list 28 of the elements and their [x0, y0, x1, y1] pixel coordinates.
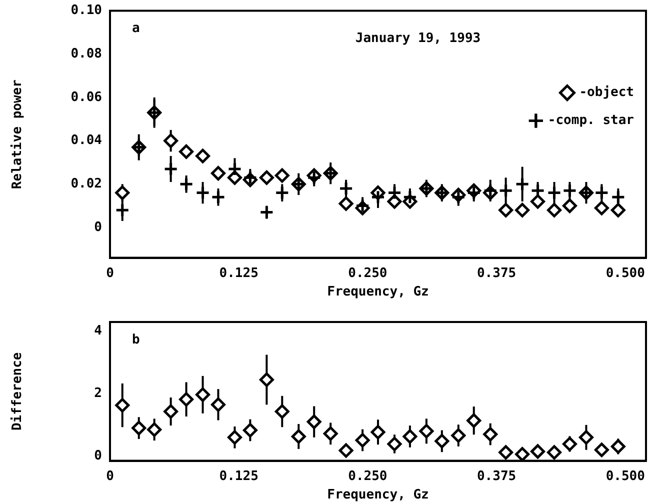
y-axis-title: Difference	[10, 352, 26, 431]
y-tick-label: 0.08	[70, 46, 102, 62]
legend-label: -comp. star	[548, 113, 634, 128]
x-tick-label: 0.250	[348, 266, 388, 281]
x-tick-label: 0	[106, 468, 114, 484]
x-tick-label: 0.125	[219, 266, 258, 281]
x-tick-label: 0.125	[219, 468, 258, 484]
legend-label: -object	[579, 85, 634, 100]
x-axis-title: Frequency, Gz	[327, 284, 429, 300]
x-tick-label: 0.500	[606, 266, 646, 281]
y-tick-label: 0.10	[70, 3, 102, 18]
y-tick-label: 2	[94, 386, 102, 402]
annotation: a	[132, 21, 140, 36]
y-axis-title: Relative power	[10, 79, 26, 190]
x-tick-label: 0.375	[476, 468, 516, 484]
x-axis-title: Frequency, Gz	[327, 488, 429, 503]
y-tick-label: 0	[94, 220, 102, 235]
x-tick-label: 0.375	[476, 266, 516, 281]
y-tick-label: 0.06	[70, 90, 102, 105]
x-tick-label: 0.500	[606, 468, 646, 484]
annotation: b	[132, 332, 140, 348]
y-tick-label: 4	[94, 324, 102, 339]
y-tick-label: 0.02	[70, 176, 102, 192]
y-tick-label: 0.04	[70, 133, 102, 148]
y-tick-label: 0	[94, 448, 102, 464]
text: January 19, 1993	[355, 31, 481, 46]
x-tick-label: 0	[106, 266, 114, 281]
x-tick-label: 0.250	[348, 468, 388, 484]
